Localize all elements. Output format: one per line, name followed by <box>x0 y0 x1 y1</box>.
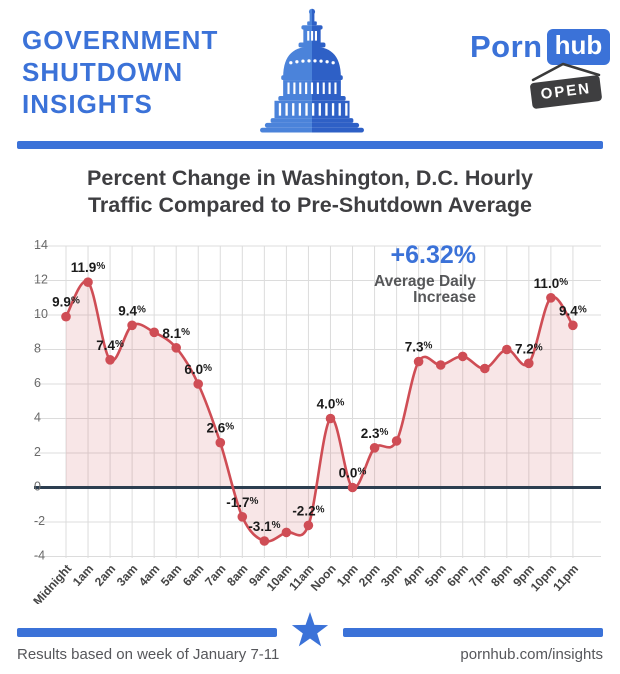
data-point <box>193 379 203 389</box>
footer-bar-right <box>343 628 603 637</box>
y-axis-tick-label: 10 <box>34 307 48 321</box>
data-points <box>61 277 578 546</box>
data-point <box>524 358 534 369</box>
header-divider <box>17 141 603 149</box>
area-fill <box>66 281 573 542</box>
star-icon <box>291 612 329 647</box>
data-point <box>61 311 71 322</box>
x-axis-tick-label: 10am <box>264 562 295 594</box>
y-axis-tick-label: 14 <box>34 238 48 252</box>
data-label: 8.1% <box>162 326 190 341</box>
data-point <box>480 363 490 374</box>
data-point <box>502 344 512 355</box>
y-axis-tick-label: -4 <box>34 549 45 563</box>
data-point <box>149 327 159 338</box>
data-point <box>281 527 292 538</box>
x-axis-tick-label: 6pm <box>444 562 471 590</box>
x-axis-tick-label: Midnight <box>30 562 74 604</box>
data-point <box>303 520 314 531</box>
x-axis-tick-label: 6am <box>180 562 206 589</box>
data-label: 7.4% <box>96 338 124 353</box>
average-increase-caption: Increase <box>413 289 476 306</box>
logo-hub-badge: hub <box>546 29 611 65</box>
y-axis-tick-label: 8 <box>34 342 41 356</box>
y-axis-tick-label: 4 <box>34 411 41 425</box>
y-axis-tick-label: -2 <box>34 514 45 528</box>
x-axis-tick-label: 7pm <box>466 562 493 590</box>
data-point <box>568 320 578 331</box>
x-axis-tick-label: 8pm <box>488 562 515 590</box>
data-point <box>237 512 248 522</box>
y-axis-tick-label: 12 <box>34 273 48 287</box>
x-axis-tick-label: 2am <box>92 562 118 589</box>
chart-title-line-1: Percent Change in Washington, D.C. Hourl… <box>87 166 533 190</box>
data-label: 6.0% <box>184 362 212 377</box>
data-label: 4.0% <box>317 397 345 412</box>
data-point <box>457 351 468 362</box>
page-title: GOVERNMENT SHUTDOWN INSIGHTS <box>22 24 218 120</box>
data-label: -3.1% <box>248 519 280 534</box>
data-point <box>83 277 93 287</box>
x-axis-tick-label: 3am <box>114 562 140 589</box>
data-point <box>413 356 424 367</box>
x-axis-tick-label: 5pm <box>422 562 449 590</box>
open-sign: OPEN <box>529 74 603 110</box>
x-axis-tick-label: 3pm <box>378 562 405 590</box>
x-axis-tick-label: 11pm <box>550 562 581 594</box>
data-label: 2.3% <box>361 426 389 441</box>
data-point <box>215 437 226 448</box>
page-title-line-1: GOVERNMENT <box>22 25 219 55</box>
gridlines <box>34 245 601 558</box>
traffic-area-chart: 14 12 10 8 6 4 2 0 -2 -4Midnight1am2am3am4am5am6a… <box>30 238 601 604</box>
x-axis-tick-label: 2pm <box>356 562 383 590</box>
page-title-line-2: SHUTDOWN <box>22 57 184 87</box>
data-label: 9.4% <box>559 303 587 318</box>
pornhub-logo: Porn hub <box>470 29 611 65</box>
footer-site-url: pornhub.com/insights <box>460 646 603 663</box>
data-point <box>171 343 181 353</box>
data-point <box>369 443 380 453</box>
x-axis-tick-label: Noon <box>308 562 339 594</box>
data-label: -2.2% <box>292 503 324 518</box>
y-axis-tick-label: 0 <box>34 480 41 494</box>
x-axis-tick-label: 4am <box>136 562 162 589</box>
x-axis-tick-label: 4pm <box>400 562 427 590</box>
data-point <box>259 536 270 546</box>
page-title-line-3: INSIGHTS <box>22 89 153 119</box>
data-point <box>435 360 446 370</box>
y-axis-tick-label: 2 <box>34 445 41 459</box>
y-axis-tick-label: 6 <box>34 376 41 390</box>
data-label: -1.7% <box>226 495 258 510</box>
data-point <box>105 355 115 365</box>
logo-porn-text: Porn <box>470 29 543 64</box>
data-label: 9.9% <box>52 295 80 310</box>
footer-bar-left <box>17 628 277 637</box>
data-label: 9.4% <box>118 303 146 318</box>
footer-note: Results based on week of January 7-11 <box>17 646 280 663</box>
data-point <box>325 413 336 424</box>
data-label: 7.2% <box>515 341 543 356</box>
x-axis-tick-label: 7am <box>202 562 228 589</box>
average-increase-value: +6.32% <box>391 241 477 269</box>
data-label: 2.6% <box>206 421 234 436</box>
x-axis-tick-label: 8am <box>224 562 250 589</box>
capitol-building-icon <box>260 8 364 133</box>
data-label: 7.3% <box>405 340 433 355</box>
data-point <box>347 482 358 493</box>
data-label: 11.0% <box>534 276 569 291</box>
chart-title-line-2: Traffic Compared to Pre-Shutdown Average <box>87 193 532 217</box>
x-axis-tick-label: 1pm <box>334 562 361 590</box>
data-label: 0.0% <box>339 466 367 481</box>
x-axis-tick-label: 1am <box>70 562 96 589</box>
data-point <box>391 436 402 446</box>
average-increase-caption: Average Daily <box>374 273 476 290</box>
data-point <box>546 293 556 303</box>
data-point <box>127 320 137 331</box>
data-label: 11.9% <box>71 260 106 275</box>
chart-title: Percent Change in Washington, D.C. Hourl… <box>0 165 620 219</box>
x-axis-tick-label: 5am <box>158 562 184 589</box>
